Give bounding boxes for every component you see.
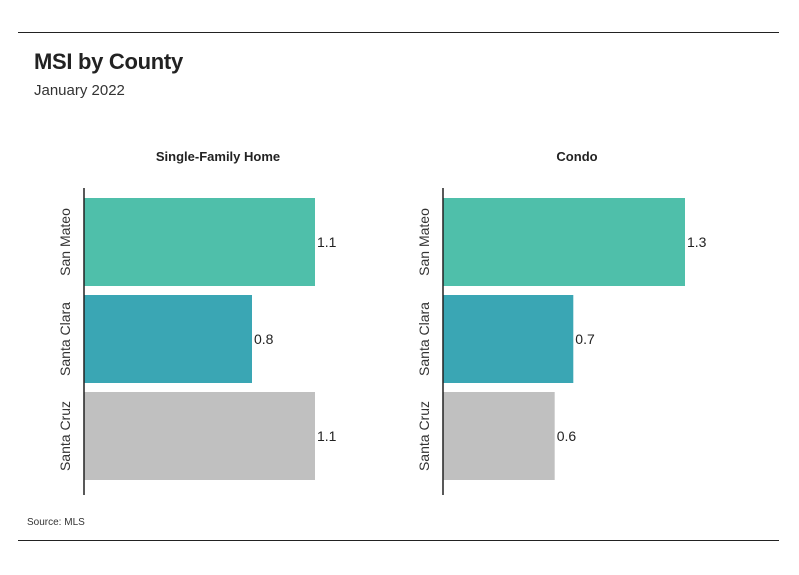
- bar-charts: Single-Family Home 1.1 San Mateo 0.8 Santa C…: [57, 149, 707, 495]
- category-label-santa-clara: Santa Clara: [416, 302, 432, 376]
- data-label-santa-clara: 0.8: [254, 331, 274, 347]
- data-label-san-mateo: 1.3: [687, 234, 707, 250]
- bottom-rule: [18, 540, 779, 541]
- category-label-santa-cruz: Santa Cruz: [57, 401, 73, 471]
- category-label-san-mateo: San Mateo: [57, 208, 73, 276]
- data-label-san-mateo: 1.1: [317, 234, 337, 250]
- panel-title: Condo: [556, 149, 597, 164]
- category-label-santa-cruz: Santa Cruz: [416, 401, 432, 471]
- data-label-santa-cruz: 1.1: [317, 428, 337, 444]
- chart-subtitle: January 2022: [34, 82, 125, 99]
- category-label-san-mateo: San Mateo: [416, 208, 432, 276]
- bar-santa-clara: [443, 295, 574, 383]
- top-rule: [18, 32, 779, 33]
- panel-condo: Condo 1.3 San Mateo 0.7 Santa Clara 0.6 Santa …: [416, 149, 707, 495]
- bar-santa-cruz: [84, 392, 315, 480]
- panel-single-family-home: Single-Family Home 1.1 San Mateo 0.8 Santa C…: [57, 149, 337, 495]
- bar-santa-cruz: [443, 392, 555, 480]
- bar-santa-clara: [84, 295, 252, 383]
- chart-title: MSI by County: [34, 49, 183, 74]
- bar-san-mateo: [443, 198, 685, 286]
- source-note: Source: MLS: [27, 517, 85, 528]
- data-label-santa-cruz: 0.6: [557, 428, 577, 444]
- category-label-santa-clara: Santa Clara: [57, 302, 73, 376]
- bar-san-mateo: [84, 198, 315, 286]
- panel-title: Single-Family Home: [156, 149, 280, 164]
- data-label-santa-clara: 0.7: [575, 331, 595, 347]
